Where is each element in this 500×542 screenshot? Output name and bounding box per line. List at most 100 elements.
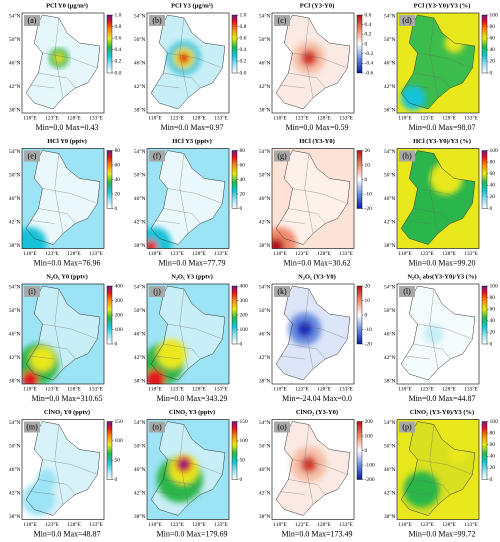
province-border: [163, 343, 201, 360]
panel: HCl Y3 (pptv) (f) 54°N 50°N 46°N 42°N 38°N118°…: [134, 138, 245, 267]
panel-label-box: [149, 286, 165, 297]
panel-title: ClNO₂ Y0 (pptv): [44, 409, 90, 416]
lat-label: 42°N: [259, 489, 271, 496]
plume: [292, 41, 326, 75]
lat-label: 54°N: [134, 12, 146, 19]
colorbar-tick-label: 100: [490, 283, 499, 289]
colorbar-tick-label: 60: [490, 306, 496, 312]
lat-label: 46°N: [384, 195, 396, 202]
province-border: [417, 459, 473, 475]
lon-label: 133°E: [464, 521, 478, 528]
lon-label: 118°E: [148, 114, 162, 121]
plume-blob: [300, 49, 318, 67]
colorbar-tick-label: 50: [115, 457, 121, 463]
lat-label: 54°N: [384, 148, 396, 155]
province-border: [292, 188, 348, 204]
lon-label: 128°E: [192, 385, 206, 392]
lon-label: 128°E: [67, 114, 81, 121]
province-border: [429, 153, 439, 234]
lat-label: 46°N: [134, 466, 146, 473]
colorbar-tick-label: -100: [365, 462, 375, 468]
colorbar-tick-label: 1.0: [115, 12, 122, 18]
panel-title: ClNO₂ (Y3-Y0)/Y3 (%): [410, 409, 474, 416]
panel: HCl Y0 (pptv) (e) 54°N 50°N 46°N 42°N 38°N118°…: [9, 138, 120, 267]
province-border: [413, 343, 451, 360]
lon-label: 123°E: [420, 114, 434, 121]
stats: Min=0.0 Max=0.59: [285, 123, 348, 132]
colorbar-tick-label: 100: [115, 438, 124, 444]
plume-blob: [272, 238, 285, 249]
colorbar-tick-label: 20: [365, 148, 371, 154]
lat-label: 46°N: [134, 330, 146, 337]
colorbar-tick-label: 10: [365, 298, 371, 304]
lon-label: 118°E: [23, 114, 37, 121]
province-border: [163, 72, 201, 89]
lon-label: 123°E: [295, 521, 309, 528]
lat-label: 54°N: [9, 283, 21, 290]
plume-blob: [403, 471, 440, 508]
lat-label: 38°N: [134, 377, 146, 384]
panel-label-box: [24, 421, 40, 433]
colorbar-tick-label: 100: [240, 438, 249, 444]
province-border: [417, 52, 473, 69]
lon-label: 118°E: [398, 385, 412, 392]
colorbar-tick-label: 40: [240, 177, 246, 183]
panel-label: (p): [402, 422, 412, 431]
lat-label: 50°N: [134, 171, 146, 178]
colorbar-tick-label: 80: [490, 430, 496, 436]
province-border: [292, 323, 348, 340]
lon-label: 123°E: [170, 385, 184, 392]
map-frame: [271, 148, 355, 249]
lat-label: 42°N: [9, 489, 21, 496]
lat-label: 42°N: [134, 354, 146, 361]
lon-label: 118°E: [398, 114, 412, 121]
lon-label: 128°E: [442, 250, 456, 257]
panel-label-box: [24, 15, 40, 26]
region-fill: [401, 15, 475, 109]
lat-label: 50°N: [9, 171, 21, 178]
colorbar: [231, 285, 238, 345]
colorbar-tick-label: 0.8: [240, 24, 247, 30]
province-border: [288, 343, 326, 360]
lat-label: 54°N: [384, 12, 396, 19]
colorbar: [106, 150, 113, 209]
colorbar-tick-label: 0.4: [115, 47, 122, 53]
lat-label: 38°N: [259, 242, 271, 249]
province-border: [405, 84, 430, 89]
colorbar-tick-label: 0: [490, 70, 493, 76]
colorbar-tick-label: 0: [365, 177, 368, 183]
province-border: [304, 424, 314, 505]
colorbar: [356, 14, 363, 74]
lat-label: 42°N: [134, 83, 146, 90]
plume: [429, 162, 463, 195]
panel: HCl (Y3-Y0)/Y3 (%)(h) 54°N 50°N 46°N 42°N 38°…: [384, 138, 498, 267]
colorbar-tick-label: 0.2: [240, 59, 247, 65]
lat-label: 46°N: [134, 59, 146, 66]
panel: N₂O₅ Y3 (pptv) (j) 54°N 50°N 46°N 42°N 38°N118…: [134, 273, 248, 402]
colorbar: [356, 150, 363, 209]
province-border: [155, 355, 180, 360]
region-fill: [401, 150, 475, 245]
panel-label-box: [274, 15, 290, 26]
lat-label: 38°N: [384, 513, 396, 520]
colorbar-tick-label: 200: [365, 419, 374, 425]
colorbar-tick-label: 40: [490, 318, 496, 324]
lat-label: 42°N: [259, 83, 271, 90]
colorbar-tick-label: 0: [365, 312, 368, 318]
colorbar-tick-label: 20: [115, 191, 121, 197]
panel-label: (m): [26, 422, 38, 431]
province-border: [155, 491, 180, 495]
province-border: [42, 52, 98, 69]
lat-label: 46°N: [384, 330, 396, 337]
plume-blob: [429, 162, 463, 195]
province-border: [280, 84, 305, 89]
plume: [156, 454, 203, 503]
panel: ClNO₂ (Y3-Y0) (o) 54°N 50°N 46°N 42°N 38°N118°…: [259, 409, 375, 538]
lon-label: 128°E: [442, 521, 456, 528]
lat-label: 54°N: [9, 419, 21, 426]
lon-label: 133°E: [464, 114, 478, 121]
colorbar-tick-label: 0.0: [240, 70, 247, 76]
panel-label-box: [399, 150, 415, 162]
colorbar-tick-label: 0: [490, 477, 493, 483]
lat-label: 38°N: [384, 106, 396, 113]
